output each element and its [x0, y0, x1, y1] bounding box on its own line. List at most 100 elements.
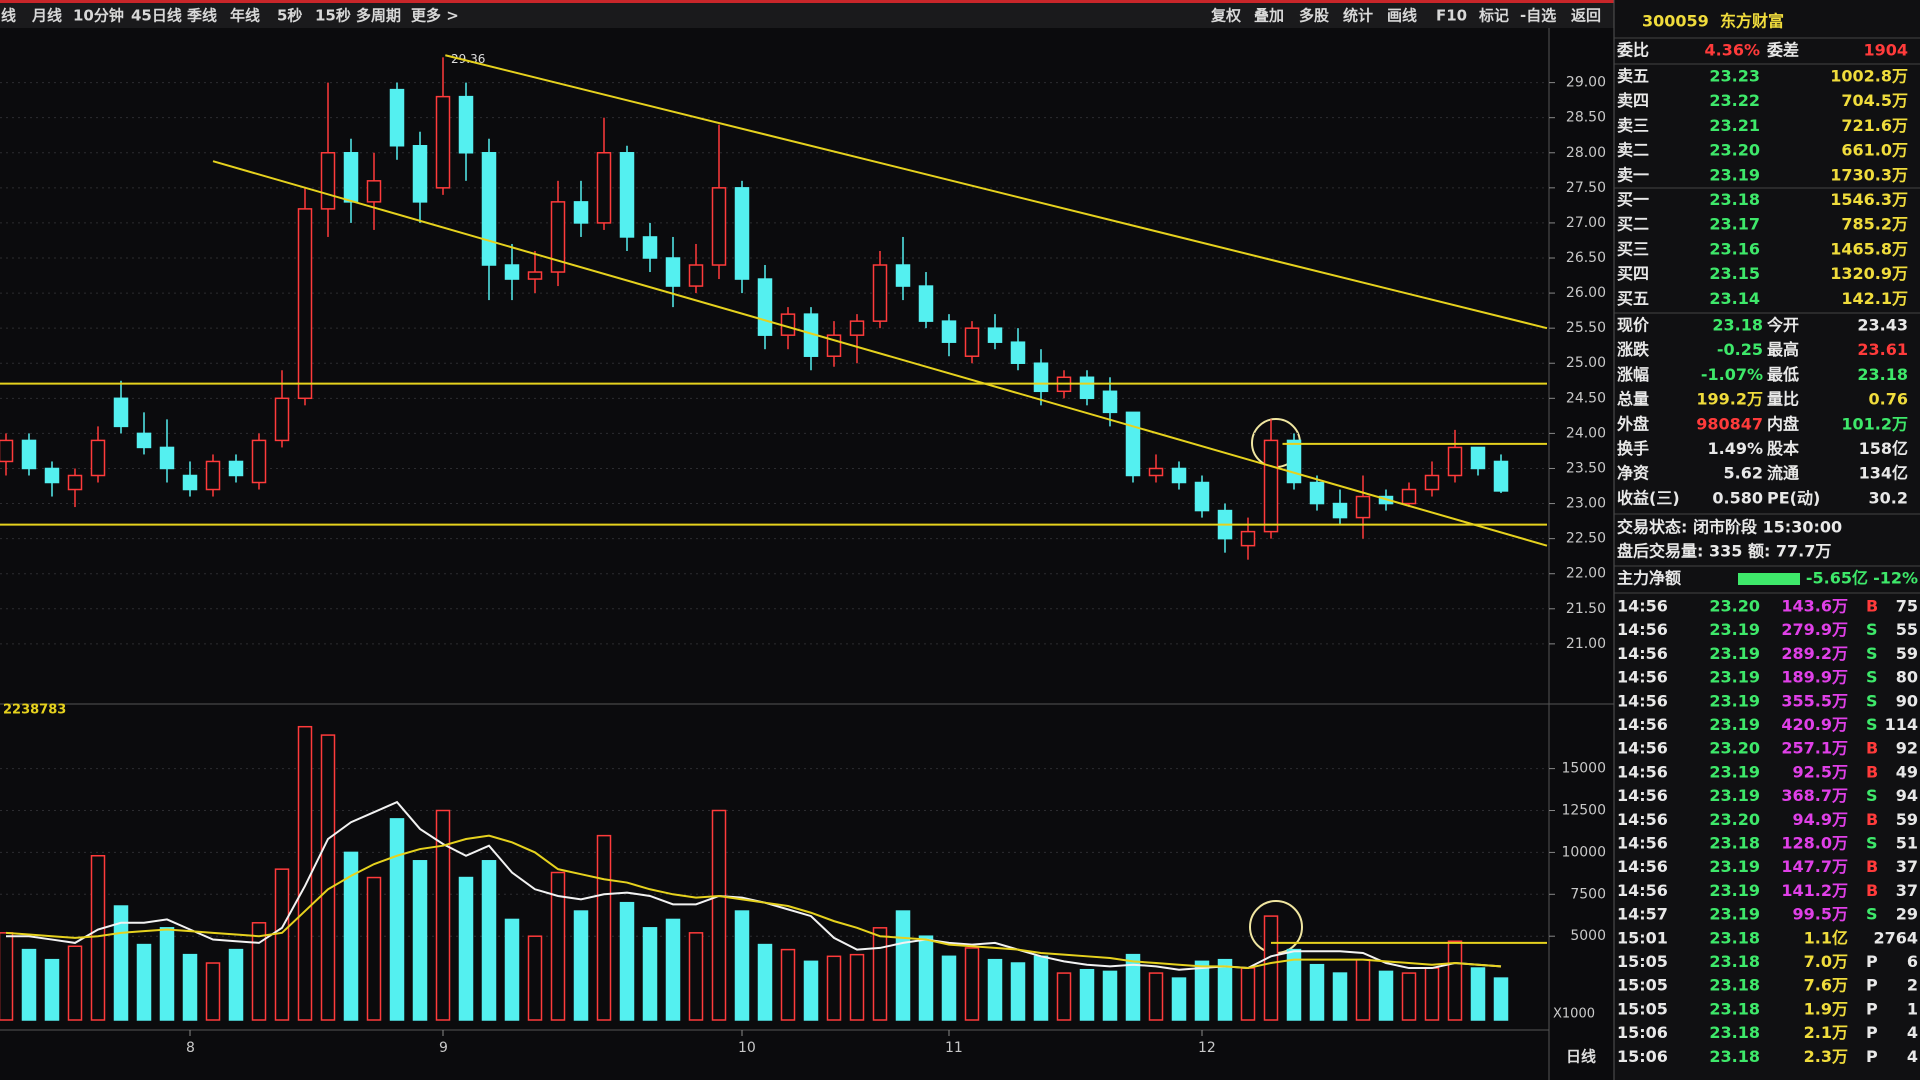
y-tick-label: 27.50: [1566, 180, 1606, 196]
toolbar-button[interactable]: 年线: [230, 7, 260, 25]
quote-value: 158亿: [1859, 439, 1908, 458]
volume-bar: [274, 868, 290, 1021]
order-volume: 785.2万: [1841, 215, 1908, 234]
toolbar-button[interactable]: 季线: [187, 7, 217, 25]
order-label: 买一: [1617, 190, 1649, 209]
candle-body: [458, 95, 474, 154]
trade-price: 23.19: [1709, 857, 1760, 876]
toolbar-button[interactable]: F10: [1436, 7, 1467, 25]
trade-price: 23.19: [1709, 644, 1760, 663]
x-tick-label: 11: [945, 1040, 963, 1056]
quote-value: -1.07%: [1701, 365, 1763, 384]
trade-side: P: [1866, 976, 1878, 995]
candle-body: [757, 278, 773, 336]
volume-bar: [1148, 972, 1164, 1021]
volume-bar: [1401, 972, 1417, 1021]
volume-bar: [320, 734, 336, 1021]
flow-value: -5.65亿: [1806, 569, 1868, 588]
y-tick-label: 15000: [1561, 761, 1606, 777]
toolbar-button[interactable]: 月线: [31, 7, 62, 25]
volume-bar: [619, 901, 635, 1021]
candle-body: [0, 439, 14, 463]
toolbar-button[interactable]: 多周期: [356, 7, 401, 25]
candle-body: [44, 467, 60, 484]
toolbar-button[interactable]: 5秒: [277, 7, 302, 25]
toolbar-button[interactable]: -自选: [1520, 7, 1556, 25]
trade-side: S: [1866, 834, 1878, 853]
volume-bar: [251, 922, 267, 1021]
volume-bar: [1079, 968, 1095, 1021]
trade-time: 14:56: [1617, 597, 1668, 616]
volume-bar: [412, 860, 428, 1021]
trade-side: B: [1866, 881, 1878, 900]
volume-bar: [136, 943, 152, 1021]
toolbar-button[interactable]: 叠加: [1254, 7, 1284, 25]
trade-count: 37: [1896, 857, 1918, 876]
trade-volume: 2.1万: [1804, 1023, 1848, 1042]
order-price: 23.14: [1709, 289, 1760, 308]
trade-time: 14:56: [1617, 881, 1668, 900]
toolbar-button[interactable]: 返回: [1571, 7, 1601, 25]
y-tick-label: 7500: [1570, 886, 1606, 902]
toolbar-button[interactable]: 10分钟: [73, 7, 124, 25]
volume-bar: [596, 834, 612, 1021]
candle-body: [228, 460, 244, 477]
order-volume: 1546.3万: [1830, 190, 1908, 209]
stock-code: 300059: [1642, 12, 1709, 31]
toolbar-button[interactable]: 45日线: [131, 7, 182, 25]
toolbar-button[interactable]: 标记: [1478, 7, 1509, 25]
candle-body: [642, 236, 658, 259]
trade-side: B: [1866, 762, 1878, 781]
volume-bar: [987, 958, 1003, 1021]
flow-percent: -12%: [1873, 569, 1918, 588]
order-price: 23.15: [1709, 264, 1760, 283]
volume-bar: [849, 953, 865, 1021]
quote-panel: [1614, 0, 1920, 1080]
order-label: 卖一: [1617, 165, 1649, 184]
order-label: 买二: [1617, 215, 1649, 234]
candle-body: [1079, 376, 1095, 400]
trade-volume: 2.3万: [1804, 1047, 1848, 1066]
x-tick-label: 9: [439, 1040, 448, 1056]
trade-price: 23.18: [1709, 834, 1760, 853]
flow-label: 主力净额: [1617, 569, 1681, 588]
trade-time: 14:57: [1617, 905, 1668, 924]
volume-bar: [1171, 977, 1187, 1021]
order-volume: 1465.8万: [1830, 239, 1908, 258]
candle-body: [1240, 530, 1256, 547]
volume-label: 2238783: [3, 703, 66, 718]
trade-time: 14:56: [1617, 739, 1668, 758]
volume-bar: [159, 927, 175, 1021]
toolbar-button[interactable]: 更多 >: [411, 7, 459, 25]
toolbar-button[interactable]: 多股: [1299, 7, 1330, 25]
toolbar-button[interactable]: 15秒: [315, 7, 351, 25]
order-label: 卖二: [1617, 141, 1649, 160]
trade-count: 29: [1896, 905, 1918, 924]
trade-time: 15:06: [1617, 1023, 1668, 1042]
trade-volume: 189.9万: [1781, 668, 1848, 687]
volume-bar: [1470, 967, 1486, 1021]
trade-price: 23.18: [1709, 976, 1760, 995]
trade-price: 23.20: [1709, 810, 1760, 829]
candle-body: [366, 180, 382, 203]
volume-bar: [90, 855, 106, 1021]
candle-body: [21, 439, 37, 470]
candle-body: [872, 264, 888, 322]
order-label: 卖四: [1617, 91, 1649, 110]
trade-volume: 368.7万: [1781, 786, 1848, 805]
y-tick-label: 22.50: [1566, 531, 1606, 547]
volume-bar: [642, 927, 658, 1021]
quote-label: 外盘: [1616, 414, 1649, 433]
trade-side: P: [1866, 999, 1878, 1018]
candle-body: [849, 320, 865, 336]
candle-body: [1263, 439, 1279, 533]
toolbar-button[interactable]: 日线: [0, 7, 16, 25]
toolbar-button[interactable]: 统计: [1343, 7, 1373, 25]
quote-label: 收益(三): [1617, 488, 1680, 507]
toolbar-button[interactable]: 复权: [1210, 7, 1242, 25]
quote-value: 23.43: [1857, 316, 1908, 335]
toolbar-button[interactable]: 画线: [1387, 7, 1417, 25]
order-volume: 704.5万: [1841, 91, 1908, 110]
volume-bar: [826, 955, 842, 1021]
